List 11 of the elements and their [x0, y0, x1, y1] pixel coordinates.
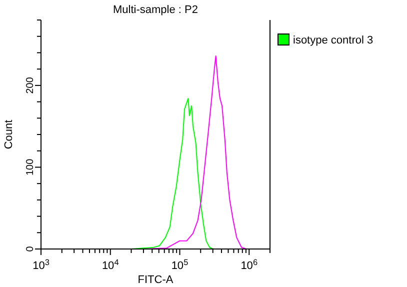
y-axis-title: Count	[3, 120, 15, 150]
x-tick-label: 10$^{5}$	[171, 258, 189, 272]
y-tick-label: 100	[25, 158, 36, 176]
y-tick-label: 200	[25, 76, 36, 94]
x-tick-label: 10$^{6}$	[240, 258, 258, 272]
x-axis-title: FITC-A	[138, 274, 174, 286]
y-tick-label: 0	[25, 246, 36, 252]
x-tick-label: 10$^{3}$	[32, 258, 50, 272]
chart-title: Multi-sample : P2	[113, 4, 198, 16]
legend-label: isotype control 3	[293, 34, 374, 46]
x-tick-label: 10$^{4}$	[102, 258, 120, 272]
